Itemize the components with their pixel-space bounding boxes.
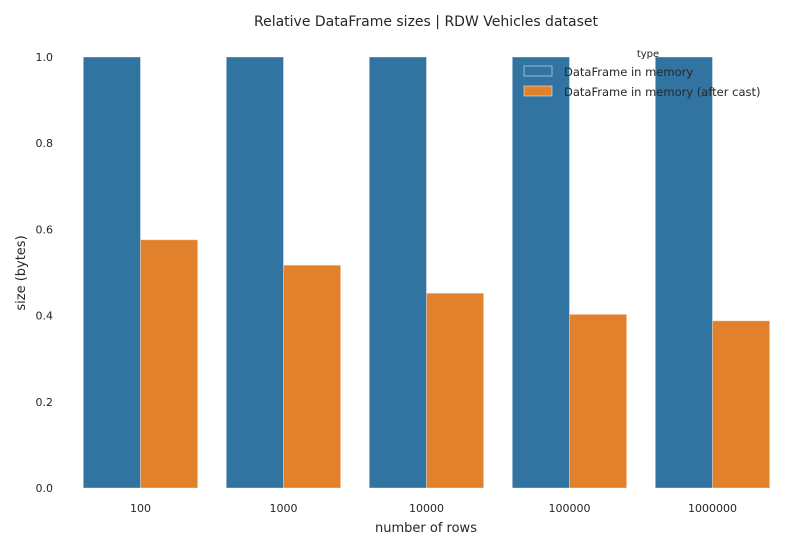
legend-items: DataFrame in memory DataFrame in memory (… xyxy=(523,65,761,99)
y-tick-label: 0.4 xyxy=(36,310,54,323)
legend-label: DataFrame in memory xyxy=(564,65,693,79)
x-tick-label: 100 xyxy=(130,502,151,515)
legend-swatch xyxy=(523,65,553,77)
bar-in-memory-100 xyxy=(82,56,142,489)
y-tick-label: 0.6 xyxy=(36,223,54,236)
bar-in-memory-1000000 xyxy=(654,56,713,489)
bars-layer xyxy=(82,56,771,489)
y-tick-label: 0.2 xyxy=(36,396,54,409)
bar-after-cast-1000 xyxy=(283,264,342,489)
y-tick-label: 1.0 xyxy=(36,51,54,64)
x-tick-label: 100000 xyxy=(549,502,591,515)
bar-after-cast-100000 xyxy=(569,313,628,489)
x-tick-label: 10000 xyxy=(409,502,444,515)
chart-title: Relative DataFrame sizes | RDW Vehicles … xyxy=(254,14,599,30)
y-axis-label: size (bytes) xyxy=(14,235,29,310)
bar-in-memory-1000 xyxy=(225,56,285,489)
bar-in-memory-10000 xyxy=(368,56,427,489)
bar-in-memory-100000 xyxy=(511,56,570,489)
bar-after-cast-10000 xyxy=(426,292,485,489)
x-tick-labels: 100 1000 10000 100000 1000000 xyxy=(130,502,737,515)
y-tick-label: 0.0 xyxy=(36,482,54,495)
bar-after-cast-1000000 xyxy=(712,320,771,489)
x-tick-label: 1000 xyxy=(270,502,298,515)
legend-swatch xyxy=(523,85,553,97)
x-axis-label: number of rows xyxy=(375,521,477,536)
bar-after-cast-100 xyxy=(140,239,199,489)
y-tick-label: 0.8 xyxy=(36,137,54,150)
legend-title: type xyxy=(637,49,659,60)
x-tick-label: 1000000 xyxy=(688,502,737,515)
y-tick-labels: 0.0 0.2 0.4 0.6 0.8 1.0 xyxy=(36,51,54,495)
legend-label: DataFrame in memory (after cast) xyxy=(564,85,761,99)
